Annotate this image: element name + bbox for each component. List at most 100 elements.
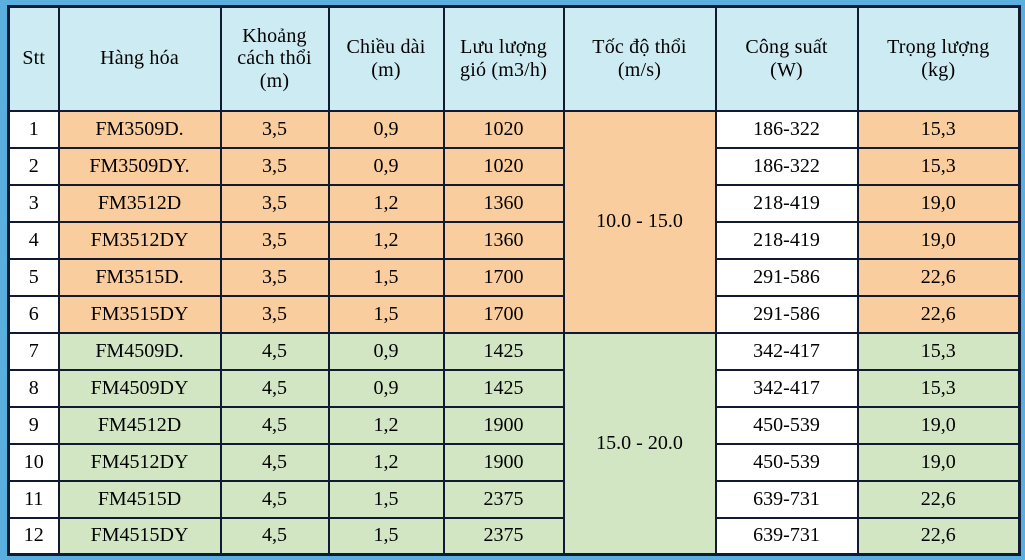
table-row[interactable]: 2 FM3509DY. 3,5 0,9 1020 186-322 15,3 bbox=[7, 146, 1021, 186]
cell-power: 639-731 bbox=[714, 479, 859, 519]
header-row: Stt Hàng hóa Khoảng cách thổi (m) Chiều dà… bbox=[7, 5, 1021, 112]
cell-airflow: 1020 bbox=[442, 146, 565, 186]
cell-goods: FM3512DY bbox=[57, 220, 222, 260]
cell-airflow: 2375 bbox=[442, 516, 565, 556]
cell-goods: FM4509DY bbox=[57, 368, 222, 408]
cell-distance: 3,5 bbox=[219, 220, 330, 260]
cell-length: 1,2 bbox=[327, 220, 445, 260]
cell-distance: 4,5 bbox=[219, 516, 330, 556]
cell-goods: FM4512DY bbox=[57, 442, 222, 482]
header-line: (kg) bbox=[921, 58, 956, 81]
cell-goods: FM4515DY bbox=[57, 516, 222, 556]
cell-stt: 9 bbox=[7, 405, 60, 445]
cell-stt: 4 bbox=[7, 220, 60, 260]
column-header-stt: Stt bbox=[7, 5, 60, 112]
cell-stt: 3 bbox=[7, 183, 60, 223]
cell-power: 450-539 bbox=[714, 442, 859, 482]
header-line: cách thổi bbox=[237, 47, 312, 70]
column-header-length: Chiều dài (m) bbox=[327, 5, 445, 112]
cell-weight: 19,0 bbox=[856, 183, 1021, 223]
header-line: (m) bbox=[259, 70, 290, 93]
table-row[interactable]: 10 FM4512DY 4,5 1,2 1900 450-539 19,0 bbox=[7, 442, 1021, 482]
cell-weight: 22,6 bbox=[856, 294, 1021, 334]
cell-power: 342-417 bbox=[714, 331, 859, 371]
table-row[interactable]: 1 FM3509D. 3,5 0,9 1020 10.0 - 15.0 186-322 15,… bbox=[7, 109, 1021, 334]
table-row[interactable]: 6 FM3515DY 3,5 1,5 1700 291-586 22,6 bbox=[7, 294, 1021, 334]
cell-distance: 3,5 bbox=[219, 146, 330, 186]
cell-goods: FM3512D bbox=[57, 183, 222, 223]
cell-weight: 19,0 bbox=[856, 442, 1021, 482]
cell-airflow: 1700 bbox=[442, 294, 565, 334]
cell-length: 0,9 bbox=[327, 368, 445, 408]
header-line: (m) bbox=[371, 58, 401, 81]
table-row[interactable]: 8 FM4509DY 4,5 0,9 1425 342-417 15,3 bbox=[7, 368, 1021, 408]
cell-power: 639-731 bbox=[714, 516, 859, 556]
cell-goods: FM4512D bbox=[57, 405, 222, 445]
cell-speed-range: 10.0 - 15.0 bbox=[562, 109, 717, 334]
table-row[interactable]: 9 FM4512D 4,5 1,2 1900 450-539 19,0 bbox=[7, 405, 1021, 445]
cell-length: 1,5 bbox=[327, 257, 445, 297]
cell-length: 0,9 bbox=[327, 331, 445, 371]
table-row[interactable]: 5 FM3515D. 3,5 1,5 1700 291-586 22,6 bbox=[7, 257, 1021, 297]
cell-stt: 10 bbox=[7, 442, 60, 482]
cell-stt: 12 bbox=[7, 516, 60, 556]
cell-airflow: 2375 bbox=[442, 479, 565, 519]
table-row[interactable]: 12 FM4515DY 4,5 1,5 2375 639-731 22,6 bbox=[7, 516, 1021, 556]
cell-weight: 15,3 bbox=[856, 109, 1021, 149]
column-header-flow: Lưu lượng gió (m3/h) bbox=[442, 5, 565, 112]
cell-weight: 15,3 bbox=[856, 368, 1021, 408]
header-line: (m/s) bbox=[617, 58, 662, 81]
header-line: Stt bbox=[22, 47, 46, 70]
header-line: Tốc độ thổi bbox=[592, 35, 687, 58]
cell-power: 291-586 bbox=[714, 294, 859, 334]
cell-weight: 22,6 bbox=[856, 479, 1021, 519]
cell-length: 1,5 bbox=[327, 479, 445, 519]
cell-power: 291-586 bbox=[714, 257, 859, 297]
cell-power: 218-419 bbox=[714, 183, 859, 223]
cell-distance: 4,5 bbox=[219, 331, 330, 371]
cell-stt: 8 bbox=[7, 368, 60, 408]
cell-airflow: 1900 bbox=[442, 405, 565, 445]
cell-stt: 5 bbox=[7, 257, 60, 297]
cell-goods: FM3515D. bbox=[57, 257, 222, 297]
column-header-power: Công suất (W) bbox=[714, 5, 859, 112]
table-row[interactable]: 3 FM3512D 3,5 1,2 1360 218-419 19,0 bbox=[7, 183, 1021, 223]
cell-power: 186-322 bbox=[714, 146, 859, 186]
header-line: Lưu lượng bbox=[460, 35, 547, 58]
table-row[interactable]: 11 FM4515D 4,5 1,5 2375 639-731 22,6 bbox=[7, 479, 1021, 519]
cell-distance: 3,5 bbox=[219, 109, 330, 149]
cell-distance: 3,5 bbox=[219, 183, 330, 223]
cell-length: 1,5 bbox=[327, 516, 445, 556]
cell-airflow: 1020 bbox=[442, 109, 565, 149]
column-header-goods: Hàng hóa bbox=[57, 5, 222, 112]
header-line: Khoảng bbox=[242, 24, 307, 47]
cell-length: 1,2 bbox=[327, 405, 445, 445]
product-specification-table: Stt Hàng hóa Khoảng cách thổi (m) Chiều dà… bbox=[7, 5, 1021, 556]
cell-power: 342-417 bbox=[714, 368, 859, 408]
header-line: Công suất bbox=[745, 35, 828, 58]
table-row[interactable]: 4 FM3512DY 3,5 1,2 1360 218-419 19,0 bbox=[7, 220, 1021, 260]
header-line: Trọng lượng bbox=[887, 35, 990, 58]
cell-airflow: 1425 bbox=[442, 331, 565, 371]
column-header-dist: Khoảng cách thổi (m) bbox=[219, 5, 330, 112]
cell-airflow: 1360 bbox=[442, 220, 565, 260]
cell-length: 1,2 bbox=[327, 442, 445, 482]
cell-distance: 4,5 bbox=[219, 405, 330, 445]
table-header: Stt Hàng hóa Khoảng cách thổi (m) Chiều dà… bbox=[7, 5, 1021, 112]
table-row[interactable]: 7 FM4509D. 4,5 0,9 1425 15.0 - 20.0 342-417 15,… bbox=[7, 331, 1021, 556]
cell-goods: FM3509D. bbox=[57, 109, 222, 149]
header-line: Chiều dài bbox=[346, 35, 426, 58]
cell-stt: 1 bbox=[7, 109, 60, 149]
cell-power: 450-539 bbox=[714, 405, 859, 445]
cell-stt: 6 bbox=[7, 294, 60, 334]
cell-weight: 19,0 bbox=[856, 405, 1021, 445]
cell-stt: 2 bbox=[7, 146, 60, 186]
header-line: (W) bbox=[770, 58, 803, 81]
cell-distance: 4,5 bbox=[219, 368, 330, 408]
cell-airflow: 1425 bbox=[442, 368, 565, 408]
cell-length: 1,5 bbox=[327, 294, 445, 334]
cell-weight: 15,3 bbox=[856, 146, 1021, 186]
cell-goods: FM4515D bbox=[57, 479, 222, 519]
cell-length: 0,9 bbox=[327, 109, 445, 149]
